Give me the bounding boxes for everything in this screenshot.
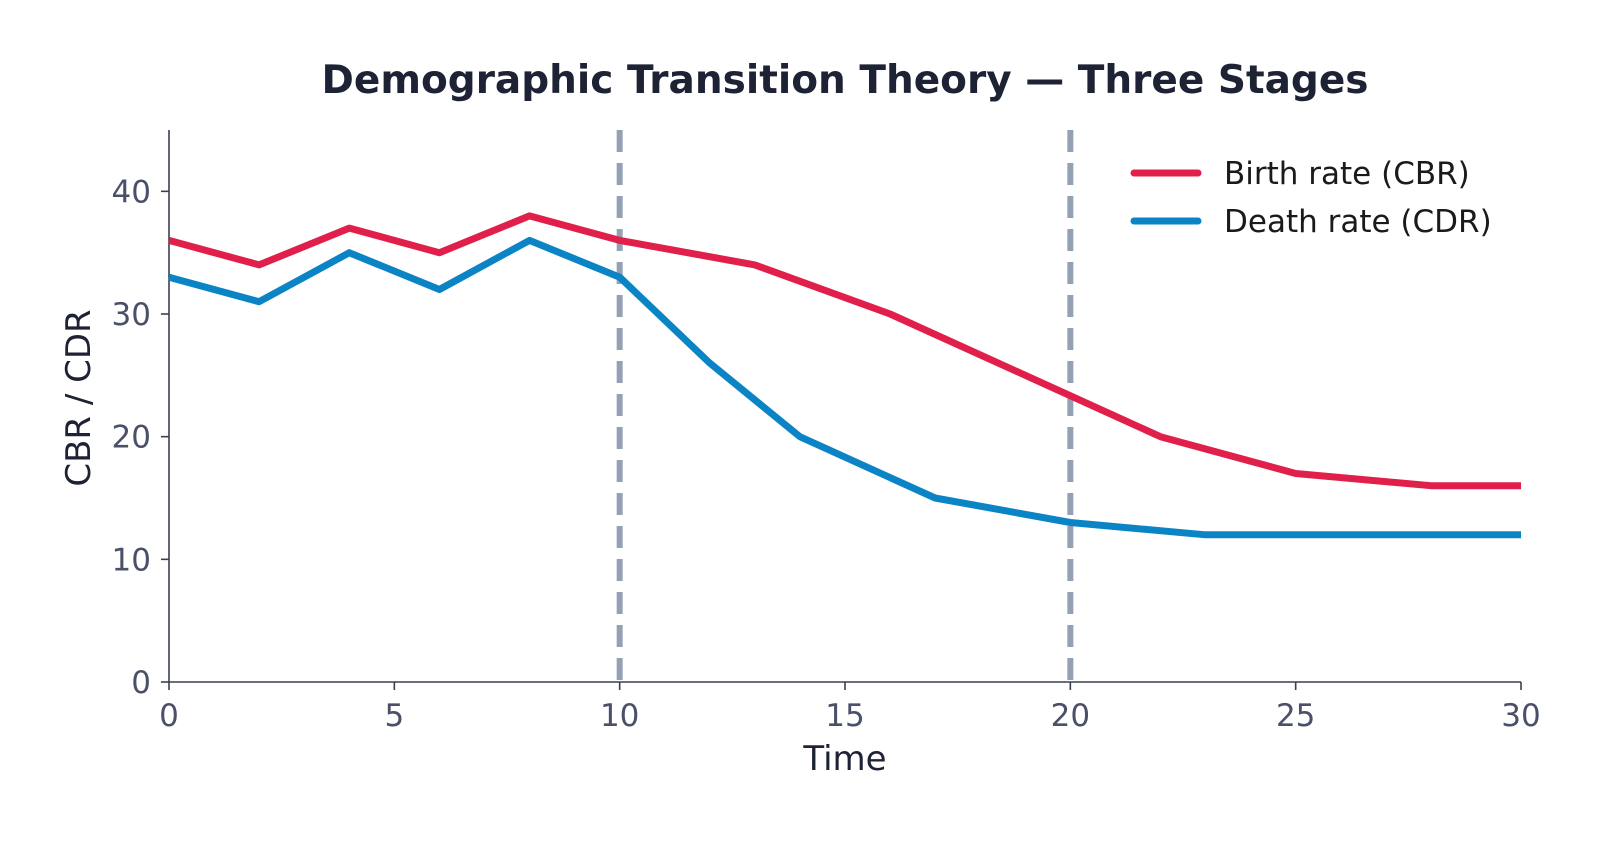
y-tick-label: 0: [131, 665, 151, 701]
series-layer: [168, 212, 1521, 539]
x-tick-label: 5: [384, 698, 404, 734]
y-tick-label: 10: [112, 542, 151, 578]
y-axis-label: CBR / CDR: [59, 309, 99, 486]
y-axis-ticks: 0 10 20 30 40: [112, 174, 169, 701]
x-tick-label: 20: [1051, 698, 1090, 734]
y-tick-label: 20: [112, 420, 151, 456]
legend: Birth rate (CBR) Death rate (CDR): [1130, 156, 1492, 240]
series-line: [168, 212, 1521, 490]
x-tick-label: 0: [159, 698, 179, 734]
chart-title: Demographic Transition Theory — Three St…: [322, 58, 1369, 103]
x-tick-label: 15: [825, 698, 864, 734]
x-tick-label: 25: [1276, 698, 1315, 734]
stage-boundaries: [616, 130, 1074, 682]
series-line: [168, 236, 1521, 539]
legend-label: Death rate (CDR): [1224, 204, 1492, 240]
legend-label: Birth rate (CBR): [1224, 156, 1470, 192]
y-tick-label: 40: [112, 174, 151, 210]
y-tick-label: 30: [112, 297, 151, 333]
x-tick-label: 30: [1501, 698, 1540, 734]
x-axis-label: Time: [802, 739, 886, 779]
x-axis-ticks: 0 5 10 15 20 25 30: [159, 682, 1541, 734]
x-tick-label: 10: [600, 698, 639, 734]
